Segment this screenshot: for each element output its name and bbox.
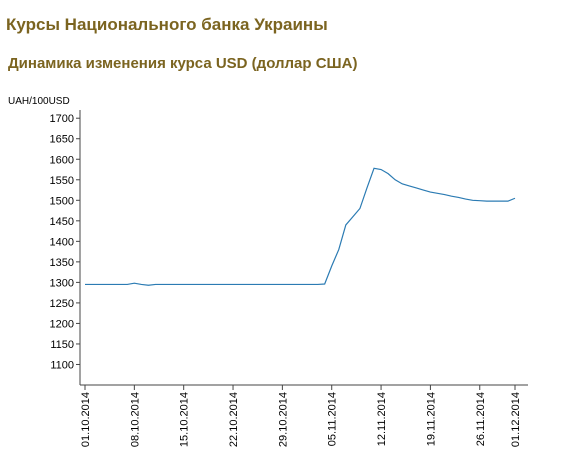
x-tick-label: 12.11.2014 [376, 392, 388, 446]
y-tick-label: 1250 [50, 298, 74, 310]
y-tick-label: 1300 [50, 277, 74, 289]
y-tick-label: 1650 [50, 134, 74, 146]
chart-title: Динамика изменения курса USD (доллар США… [8, 55, 357, 72]
x-tick-label: 08.10.2014 [129, 392, 141, 447]
x-tick-label: 01.10.2014 [80, 392, 92, 447]
x-tick-label: 19.11.2014 [425, 392, 437, 446]
y-tick-label: 1550 [50, 175, 74, 187]
data-line [85, 167, 516, 286]
y-tick-label: 1350 [50, 257, 74, 269]
y-tick-label: 1200 [50, 318, 74, 330]
y-tick-label: 1700 [50, 113, 74, 125]
page-title: Курсы Национального банка Украины [6, 15, 328, 34]
y-tick-label: 1100 [50, 359, 74, 371]
y-tick-label: 1150 [50, 339, 74, 351]
x-tick-label: 01.12.2014 [510, 392, 522, 447]
x-tick-label: 29.10.2014 [277, 392, 289, 447]
y-axis-label: UAH/100USD [8, 96, 70, 107]
y-tick-label: 1450 [50, 216, 74, 228]
y-tick-label: 1600 [50, 154, 74, 166]
x-tick-label: 05.11.2014 [327, 392, 339, 446]
x-tick-label: 15.10.2014 [179, 392, 191, 447]
y-tick-label: 1400 [50, 236, 74, 248]
x-tick-label: 26.11.2014 [475, 392, 487, 446]
y-tick-label: 1500 [50, 195, 74, 207]
x-tick-label: 22.10.2014 [228, 392, 240, 447]
